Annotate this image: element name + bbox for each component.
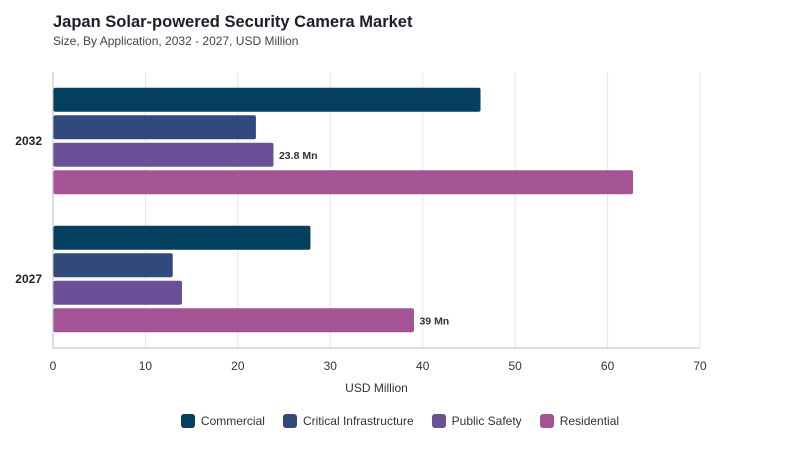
legend-label: Critical Infrastructure <box>302 414 414 428</box>
y-category-label: 2027 <box>15 272 42 286</box>
legend-swatch <box>539 414 554 428</box>
legend-item-commercial: Commercial <box>180 414 265 428</box>
bar-critical-infrastructure-2032 <box>53 115 256 140</box>
legend-label: Public Safety <box>451 414 522 428</box>
data-label: 39 Mn <box>419 315 449 327</box>
x-tick-label: 50 <box>508 359 522 373</box>
x-tick-label: 30 <box>324 359 338 373</box>
legend-swatch <box>180 414 195 428</box>
y-category-label: 2032 <box>15 134 42 148</box>
legend-swatch <box>431 414 446 428</box>
legend: Commercial Critical Infrastructure Public … <box>0 414 800 428</box>
legend-label: Commercial <box>200 414 265 428</box>
bar-residential-2027 <box>53 308 414 333</box>
legend-swatch <box>282 414 297 428</box>
legend-item-critical-infrastructure: Critical Infrastructure <box>282 414 414 428</box>
chart-title: Japan Solar-powered Security Camera Mark… <box>53 13 413 31</box>
x-tick-label: 20 <box>231 359 245 373</box>
x-tick-label: 0 <box>50 359 57 373</box>
legend-item-public-safety: Public Safety <box>431 414 522 428</box>
x-tick-label: 70 <box>693 359 707 373</box>
legend-item-residential: Residential <box>539 414 620 428</box>
x-axis-title: USD Million <box>345 381 408 395</box>
data-label: 23.8 Mn <box>279 150 318 162</box>
legend-label: Residential <box>559 414 620 428</box>
x-tick-label: 40 <box>416 359 430 373</box>
bar-public-safety-2027 <box>53 280 182 305</box>
bar-critical-infrastructure-2027 <box>53 253 173 278</box>
bar-commercial-2032 <box>53 87 481 112</box>
bar-residential-2032 <box>53 170 634 195</box>
x-tick-label: 10 <box>139 359 153 373</box>
chart-subtitle: Size, By Application, 2032 - 2027, USD M… <box>53 34 299 48</box>
x-tick-label: 60 <box>601 359 615 373</box>
bar-public-safety-2032 <box>53 142 274 167</box>
bar-commercial-2027 <box>53 225 311 250</box>
